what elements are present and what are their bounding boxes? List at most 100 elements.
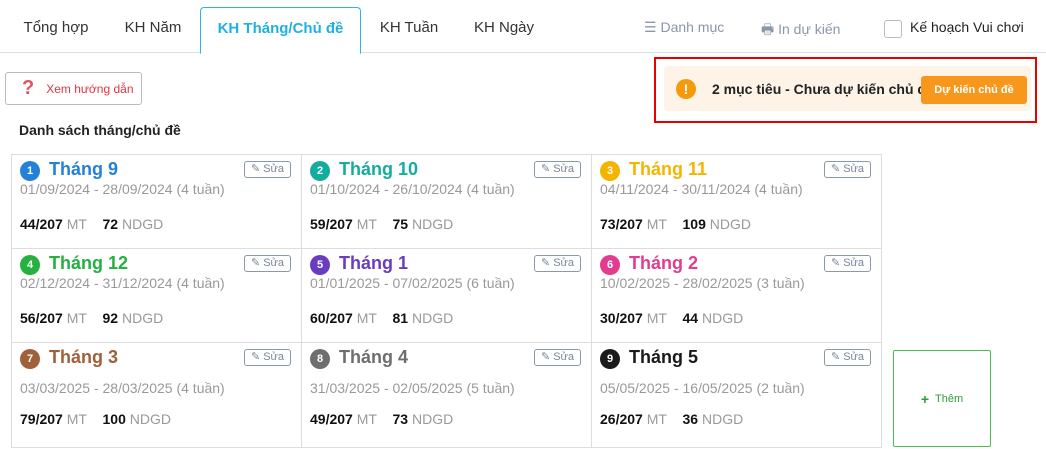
- content-count: 75: [392, 216, 409, 232]
- edit-button[interactable]: ✎ Sửa: [824, 161, 871, 178]
- goal-count: 60/207: [310, 310, 353, 326]
- content-count: 100: [102, 411, 126, 427]
- month-dates: 05/05/2025 - 16/05/2025 (2 tuần): [600, 380, 805, 396]
- play-plan-label[interactable]: Kế hoạch Vui chơi: [910, 19, 1024, 35]
- month-dates: 04/11/2024 - 30/11/2024 (4 tuần): [600, 181, 803, 197]
- goal-unit: MT: [646, 411, 667, 427]
- catalog-button[interactable]: ☰ Danh mục: [644, 19, 724, 36]
- month-number-badge: 8: [310, 349, 330, 369]
- edit-button[interactable]: ✎ Sửa: [244, 161, 291, 178]
- edit-label: Sửa: [263, 163, 285, 175]
- content-count: 92: [102, 310, 119, 326]
- month-name[interactable]: Tháng 5: [629, 347, 699, 367]
- month-stats: 73/207 MT 109 NDGD: [600, 216, 751, 232]
- month-name[interactable]: Tháng 12: [49, 253, 129, 273]
- tab-bar: Tổng hợp KH Năm KH Tháng/Chủ đề KH Tuần …: [0, 0, 1046, 54]
- help-label: Xem hướng dẫn: [46, 81, 134, 96]
- month-name[interactable]: Tháng 1: [339, 253, 409, 273]
- month-name[interactable]: Tháng 4: [339, 347, 409, 367]
- month-stats: 49/207 MT 73 NDGD: [310, 411, 453, 427]
- edit-button[interactable]: ✎ Sửa: [534, 255, 581, 272]
- month-dates: 01/09/2024 - 28/09/2024 (4 tuần): [20, 181, 225, 197]
- month-card[interactable]: 9 Tháng 5 ✎ Sửa 05/05/2025 - 16/05/2025 …: [591, 342, 882, 448]
- month-stats: 44/207 MT 72 NDGD: [20, 216, 163, 232]
- month-name[interactable]: Tháng 10: [339, 159, 419, 179]
- list-icon: ☰: [644, 19, 661, 35]
- goal-count: 49/207: [310, 411, 353, 427]
- edit-icon: ✎: [830, 163, 844, 175]
- edit-button[interactable]: ✎ Sửa: [534, 349, 581, 366]
- goal-unit: MT: [66, 216, 87, 232]
- month-dates: 10/02/2025 - 28/02/2025 (3 tuần): [600, 275, 805, 291]
- month-name[interactable]: Tháng 3: [49, 347, 119, 367]
- print-label: In dự kiến: [778, 21, 841, 37]
- list-title: Danh sách tháng/chủ đề: [19, 122, 181, 138]
- edit-label: Sửa: [553, 257, 575, 269]
- content-unit: NDGD: [129, 411, 171, 427]
- month-card[interactable]: 1 Tháng 9 ✎ Sửa 01/09/2024 - 28/09/2024 …: [11, 154, 302, 249]
- content-count: 109: [682, 216, 706, 232]
- edit-icon: ✎: [250, 257, 264, 269]
- edit-button[interactable]: ✎ Sửa: [244, 255, 291, 272]
- edit-icon: ✎: [250, 351, 264, 363]
- tab-summary[interactable]: Tổng hợp: [23, 19, 89, 36]
- month-card[interactable]: 5 Tháng 1 ✎ Sửa 01/01/2025 - 07/02/2025 …: [301, 248, 592, 343]
- plan-topic-button[interactable]: Dự kiến chủ đề: [921, 76, 1027, 104]
- month-card[interactable]: 7 Tháng 3 ✎ Sửa 03/03/2025 - 28/03/2025 …: [11, 342, 302, 448]
- content-count: 81: [392, 310, 409, 326]
- month-name[interactable]: Tháng 9: [49, 159, 119, 179]
- month-number-badge: 5: [310, 255, 330, 275]
- edit-icon: ✎: [540, 257, 554, 269]
- question-icon: ?: [22, 77, 35, 99]
- goal-count: 26/207: [600, 411, 643, 427]
- month-card[interactable]: 6 Tháng 2 ✎ Sửa 10/02/2025 - 28/02/2025 …: [591, 248, 882, 343]
- edit-icon: ✎: [540, 351, 554, 363]
- content-count: 73: [392, 411, 409, 427]
- goal-count: 44/207: [20, 216, 63, 232]
- content-count: 72: [102, 216, 119, 232]
- month-dates: 01/01/2025 - 07/02/2025 (6 tuần): [310, 275, 515, 291]
- month-name[interactable]: Tháng 2: [629, 253, 699, 273]
- month-card[interactable]: 4 Tháng 12 ✎ Sửa 02/12/2024 - 31/12/2024…: [11, 248, 302, 343]
- print-button[interactable]: 🖶 In dự kiến: [761, 19, 840, 43]
- goal-unit: MT: [66, 411, 87, 427]
- alert-banner: ! 2 mục tiêu - Chưa dự kiến chủ đề Dự ki…: [664, 66, 1031, 111]
- month-name[interactable]: Tháng 11: [629, 159, 708, 179]
- help-button[interactable]: ? Xem hướng dẫn: [5, 72, 142, 105]
- month-card[interactable]: 2 Tháng 10 ✎ Sửa 01/10/2024 - 26/10/2024…: [301, 154, 592, 249]
- tab-month-plan[interactable]: KH Tháng/Chủ đề: [200, 7, 361, 54]
- edit-button[interactable]: ✎ Sửa: [824, 255, 871, 272]
- edit-button[interactable]: ✎ Sửa: [824, 349, 871, 366]
- content-count: 36: [682, 411, 699, 427]
- month-number-badge: 9: [600, 349, 620, 369]
- edit-label: Sửa: [263, 351, 285, 363]
- goal-count: 30/207: [600, 310, 643, 326]
- tab-year-plan[interactable]: KH Năm: [124, 19, 182, 36]
- add-month-button[interactable]: + Thêm: [893, 350, 991, 447]
- plus-icon: +: [920, 390, 930, 407]
- month-card[interactable]: 3 Tháng 11 ✎ Sửa 04/11/2024 - 30/11/2024…: [591, 154, 882, 249]
- goal-unit: MT: [356, 411, 377, 427]
- edit-button[interactable]: ✎ Sửa: [244, 349, 291, 366]
- goal-unit: MT: [646, 216, 667, 232]
- tab-week-plan[interactable]: KH Tuần: [379, 19, 439, 36]
- tab-day-plan[interactable]: KH Ngày: [473, 19, 535, 36]
- content-unit: NDGD: [411, 411, 454, 427]
- play-plan-checkbox[interactable]: [884, 20, 902, 38]
- month-card[interactable]: 8 Tháng 4 ✎ Sửa 31/03/2025 - 02/05/2025 …: [301, 342, 592, 448]
- edit-label: Sửa: [553, 163, 575, 175]
- content-unit: NDGD: [411, 310, 454, 326]
- content-unit: NDGD: [121, 310, 164, 326]
- month-number-badge: 7: [20, 349, 40, 369]
- edit-button[interactable]: ✎ Sửa: [534, 161, 581, 178]
- month-stats: 30/207 MT 44 NDGD: [600, 310, 743, 326]
- month-number-badge: 1: [20, 161, 40, 181]
- goal-unit: MT: [66, 310, 87, 326]
- edit-icon: ✎: [830, 351, 844, 363]
- edit-icon: ✎: [830, 257, 844, 269]
- goal-unit: MT: [356, 310, 377, 326]
- content-count: 44: [682, 310, 699, 326]
- month-number-badge: 3: [600, 161, 620, 181]
- add-label: Thêm: [935, 392, 964, 405]
- edit-label: Sửa: [843, 351, 865, 363]
